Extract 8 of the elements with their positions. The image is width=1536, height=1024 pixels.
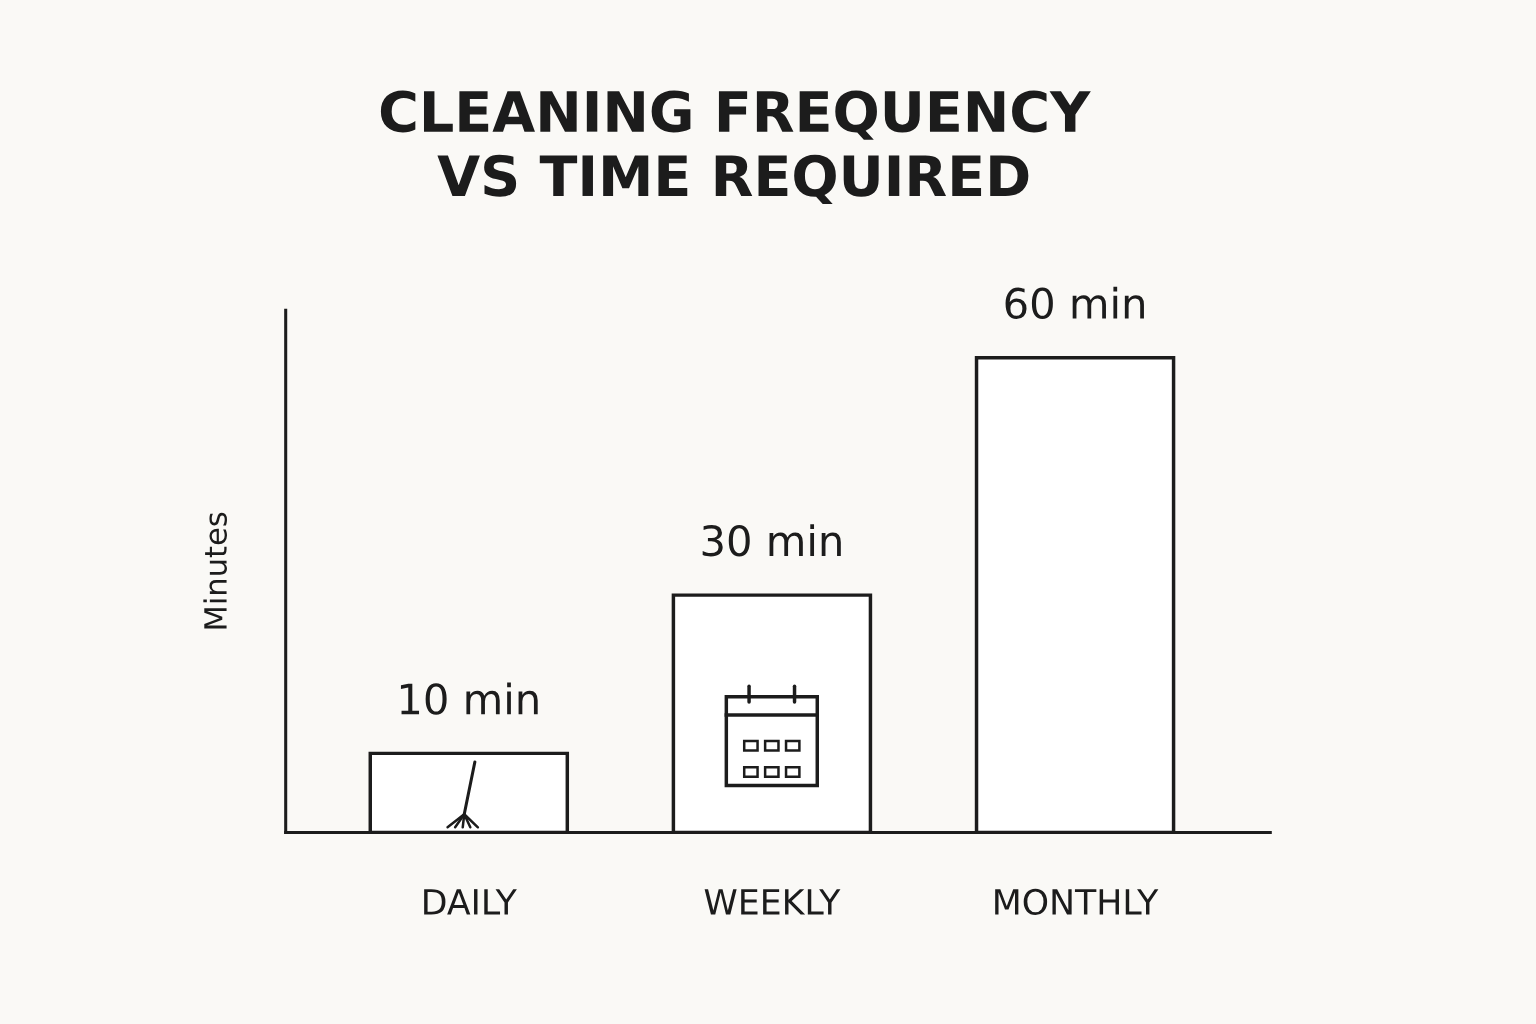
x-tick-label: MONTHLY bbox=[995, 888, 1159, 915]
x-tick-label: WEEKLY bbox=[704, 889, 841, 915]
y-axis-title: Minutes bbox=[203, 512, 227, 629]
chart-title: CLEANING FREQUENCY VS TIME REQUIRED bbox=[380, 90, 1091, 205]
data-label: 60 min bbox=[1005, 286, 1144, 320]
data-label: 30 min bbox=[702, 524, 841, 557]
x-tick-label: DAILY bbox=[424, 889, 517, 915]
data-label: 10 min bbox=[400, 682, 538, 715]
